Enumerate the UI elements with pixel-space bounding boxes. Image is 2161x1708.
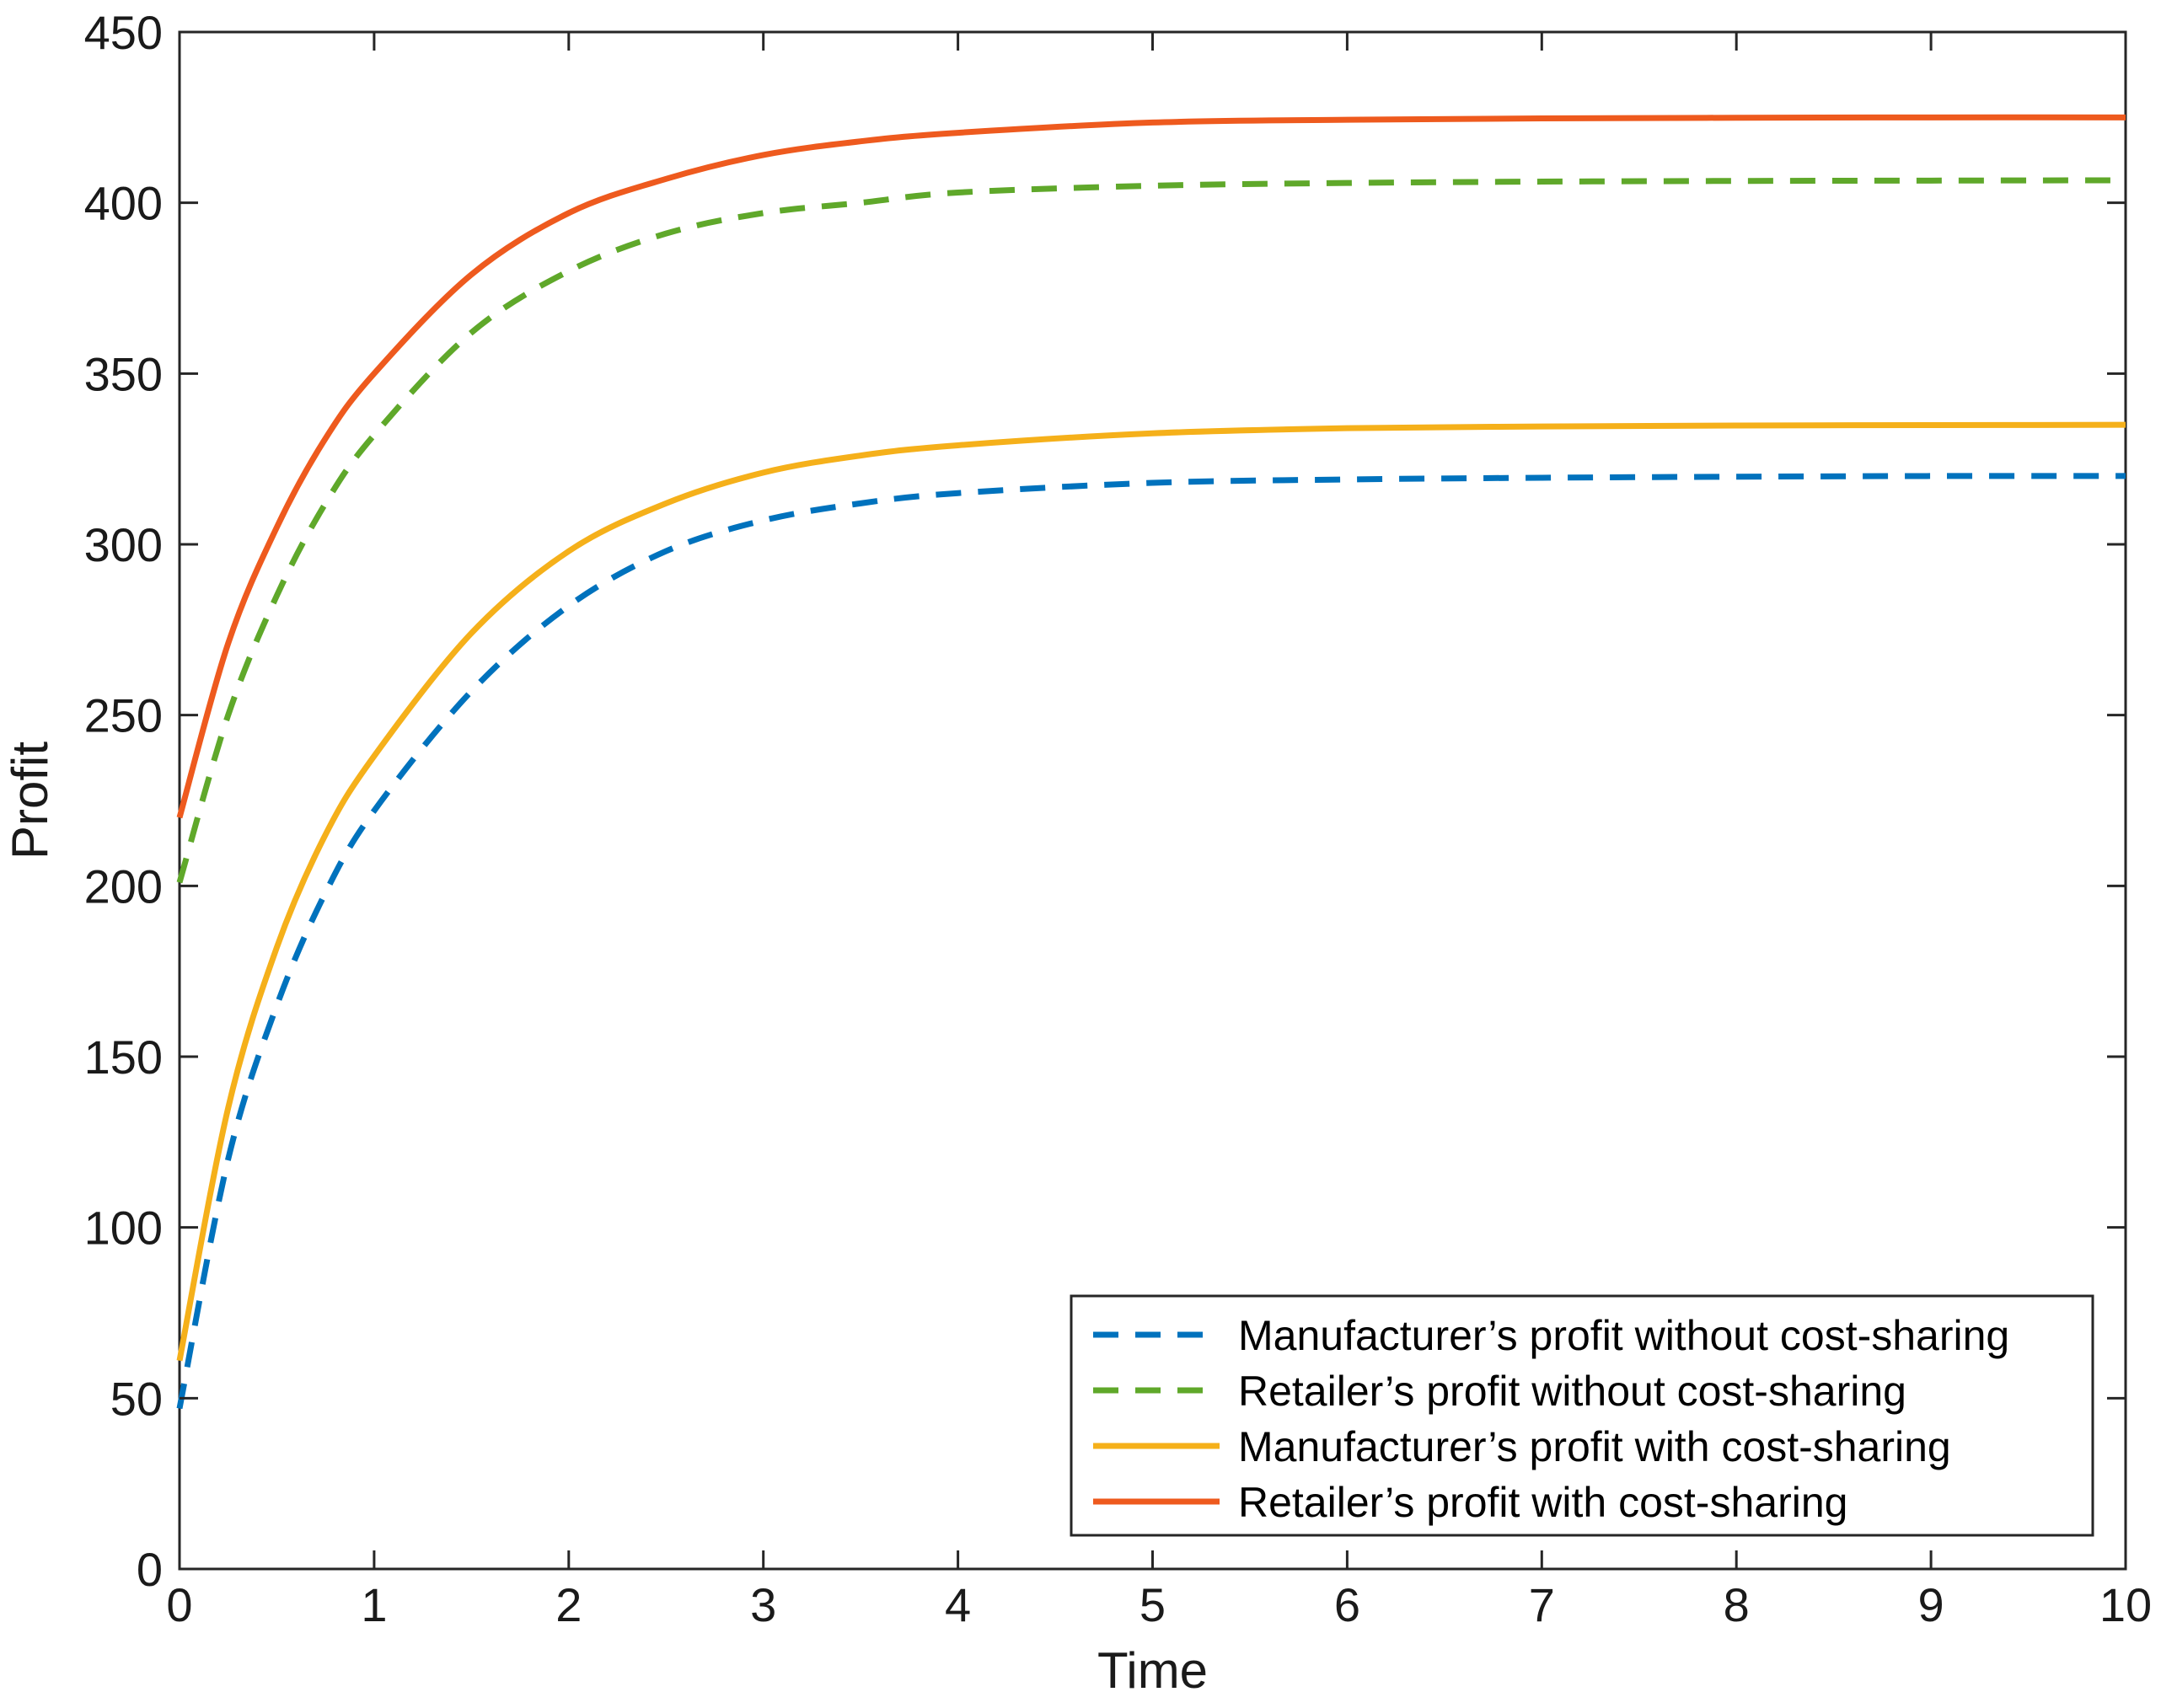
x-tick-label: 1 xyxy=(361,1578,387,1631)
x-tick-label: 8 xyxy=(1724,1578,1750,1631)
x-tick-label: 10 xyxy=(2099,1578,2152,1631)
x-tick-label: 3 xyxy=(750,1578,776,1631)
x-tick-label: 5 xyxy=(1139,1578,1166,1631)
x-tick-label: 9 xyxy=(1918,1578,1944,1631)
y-tick-label: 300 xyxy=(84,518,163,571)
y-tick-label: 350 xyxy=(84,347,163,400)
y-tick-label: 100 xyxy=(84,1202,163,1255)
y-tick-label: 0 xyxy=(137,1543,163,1596)
x-tick-label: 4 xyxy=(945,1578,971,1631)
x-tick-label: 6 xyxy=(1334,1578,1360,1631)
y-tick-label: 200 xyxy=(84,859,163,913)
x-tick-label: 0 xyxy=(166,1578,192,1631)
y-tick-label: 400 xyxy=(84,177,163,230)
legend-entry-label: Manufacturer’s profit with cost-sharing xyxy=(1238,1423,1951,1470)
y-tick-label: 150 xyxy=(84,1031,163,1084)
y-axis-title: Profit xyxy=(2,742,58,859)
y-tick-label: 250 xyxy=(84,689,163,742)
legend-box xyxy=(1070,1294,2094,1537)
series-line-retailer-cost-sharing xyxy=(176,114,2126,819)
series-line-retailer-no-cost-sharing xyxy=(176,177,2126,884)
y-tick-label: 450 xyxy=(84,6,163,59)
legend-entry-label: Retailer’s profit with cost-sharing xyxy=(1238,1479,1847,1526)
series-line-manufacturer-no-cost-sharing xyxy=(176,473,2126,1410)
x-axis-title: Time xyxy=(1097,1642,1208,1699)
x-tick-label: 2 xyxy=(555,1578,582,1631)
legend-entry-label: Retailer’s profit without cost-sharing xyxy=(1238,1368,1906,1415)
y-tick-label: 50 xyxy=(110,1372,163,1425)
series-line-manufacturer-cost-sharing xyxy=(176,421,2126,1362)
legend-entry-label: Manufacturer’s profit without cost-shari… xyxy=(1238,1312,2009,1359)
x-tick-label: 7 xyxy=(1529,1578,1555,1631)
legend: Manufacturer’s profit without cost-shari… xyxy=(1070,1294,2094,1537)
series-layer xyxy=(176,114,2126,1410)
